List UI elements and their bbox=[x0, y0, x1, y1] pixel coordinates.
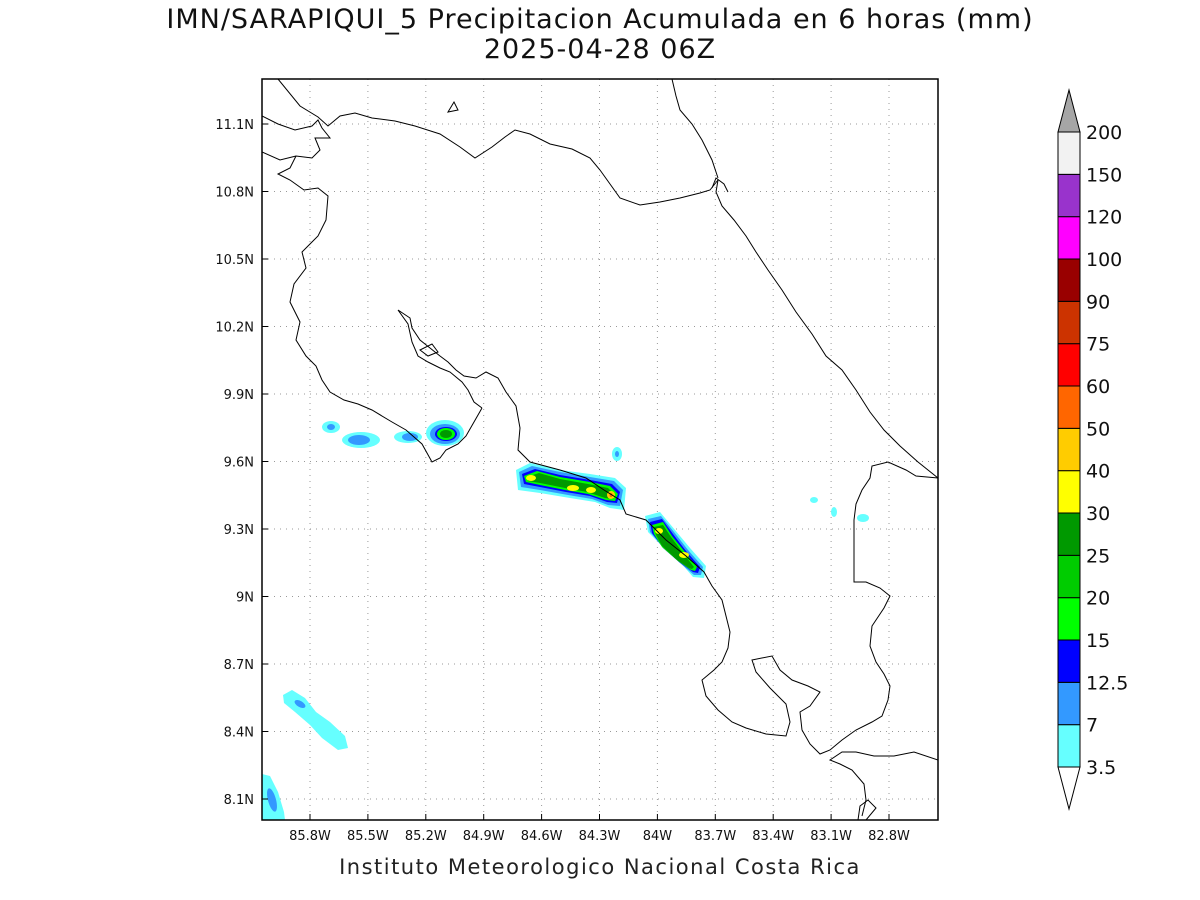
colorbar-top-arrow bbox=[1057, 88, 1081, 133]
lon-tick-label: 83.4W bbox=[752, 829, 794, 844]
colorbar-swatch bbox=[1057, 131, 1081, 175]
rain-cell bbox=[831, 507, 837, 517]
rain-cell bbox=[402, 433, 418, 441]
lat-tick-label: 9.9N bbox=[224, 388, 254, 403]
rain-cell bbox=[810, 497, 818, 503]
rain-cell bbox=[615, 451, 619, 457]
longitude-ticks: 85.8W 85.5W 85.2W 84.9W 84.6W 84.3W 84W 83.7W 83… bbox=[289, 814, 910, 844]
rain-core bbox=[586, 487, 596, 493]
rain-cell bbox=[857, 514, 869, 522]
lon-tick-label: 83.1W bbox=[810, 829, 852, 844]
colorbar-swatch bbox=[1057, 724, 1081, 768]
map-grid bbox=[262, 79, 938, 820]
lat-tick-label: 8.7N bbox=[224, 658, 254, 673]
lat-tick-label: 8.4N bbox=[224, 726, 254, 741]
map-frame bbox=[261, 78, 939, 821]
colorbar: 3.5 7 12.5 15 20 25 30 40 50 60 75 90 100 120 150 200 bbox=[1057, 88, 1128, 811]
map-title: IMN/SARAPIQUI_5 Precipitacion Acumulada … bbox=[166, 4, 1034, 35]
coast-detail bbox=[671, 79, 719, 179]
lat-tick-label: 9.6N bbox=[224, 456, 254, 471]
colorbar-swatch bbox=[1057, 300, 1081, 345]
lon-tick-label: 85.8W bbox=[289, 829, 331, 844]
lon-tick-label: 84.3W bbox=[579, 829, 621, 844]
colorbar-label: 40 bbox=[1086, 461, 1110, 483]
colorbar-swatch bbox=[1057, 427, 1081, 472]
colorbar-swatch bbox=[1057, 512, 1081, 556]
lon-tick-label: 83.7W bbox=[694, 829, 736, 844]
lon-tick-label: 85.2W bbox=[405, 829, 447, 844]
lon-tick-label: 85.5W bbox=[347, 829, 389, 844]
lat-tick-label: 8.1N bbox=[224, 793, 254, 808]
caribbean-coastline bbox=[715, 179, 938, 479]
lat-tick-label: 10.5N bbox=[215, 253, 254, 268]
island bbox=[419, 343, 439, 357]
lat-tick-label: 10.2N bbox=[215, 321, 254, 336]
colorbar-label: 60 bbox=[1086, 376, 1110, 398]
map-date: 2025-04-28 06Z bbox=[483, 34, 717, 65]
south-coast bbox=[857, 799, 877, 820]
colorbar-label: 150 bbox=[1086, 164, 1122, 186]
colorbar-label: 12.5 bbox=[1086, 672, 1128, 694]
colorbar-label: 15 bbox=[1086, 630, 1110, 652]
colorbar-label: 20 bbox=[1086, 588, 1110, 610]
precipitation-areas bbox=[262, 420, 869, 820]
colorbar-label: 30 bbox=[1086, 503, 1110, 525]
rain-core bbox=[655, 528, 663, 534]
west-coastline bbox=[262, 115, 332, 161]
lat-tick-label: 11.1N bbox=[215, 118, 254, 133]
rain-cell bbox=[327, 424, 335, 430]
coast-detail bbox=[711, 177, 729, 193]
footer-credit: Instituto Meteorologico Nacional Costa R… bbox=[339, 855, 861, 879]
colorbar-swatch bbox=[1057, 681, 1081, 726]
gulf-coast bbox=[397, 309, 938, 755]
colorbar-swatch bbox=[1057, 470, 1081, 514]
colorbar-label: 200 bbox=[1086, 122, 1122, 144]
guanacaste-coast bbox=[276, 155, 483, 463]
lat-tick-label: 9.3N bbox=[224, 523, 254, 538]
colorbar-swatch bbox=[1057, 258, 1081, 302]
north-coastline bbox=[277, 79, 719, 206]
colorbar-swatch bbox=[1057, 385, 1081, 429]
lon-tick-label: 84.6W bbox=[521, 829, 563, 844]
rain-cell bbox=[294, 700, 306, 708]
coastlines bbox=[262, 79, 938, 820]
lat-tick-label: 9N bbox=[236, 591, 254, 606]
colorbar-swatch bbox=[1057, 173, 1081, 218]
colorbar-label: 120 bbox=[1086, 207, 1122, 229]
colorbar-label: 100 bbox=[1086, 249, 1122, 271]
colorbar-label: 7 bbox=[1086, 715, 1098, 737]
rain-cell bbox=[283, 690, 348, 750]
lat-tick-label: 10.8N bbox=[215, 186, 254, 201]
panama-border bbox=[828, 751, 938, 817]
rain-core bbox=[526, 475, 536, 481]
colorbar-label: 25 bbox=[1086, 545, 1110, 567]
colorbar-swatch bbox=[1057, 554, 1081, 599]
colorbar-bottom-arrow bbox=[1057, 766, 1081, 811]
rain-cell bbox=[348, 435, 370, 445]
lon-tick-label: 84.9W bbox=[463, 829, 505, 844]
rain-cell bbox=[440, 430, 452, 438]
colorbar-label: 3.5 bbox=[1086, 757, 1116, 779]
colorbar-label: 50 bbox=[1086, 418, 1110, 440]
colorbar-label: 90 bbox=[1086, 291, 1110, 313]
colorbar-swatch bbox=[1057, 597, 1081, 641]
colorbar-swatch bbox=[1057, 639, 1081, 683]
lon-tick-label: 84W bbox=[643, 829, 673, 844]
rain-core bbox=[567, 485, 579, 491]
island bbox=[446, 100, 459, 113]
lon-tick-label: 82.8W bbox=[868, 829, 910, 844]
colorbar-swatch bbox=[1057, 343, 1081, 387]
colorbar-swatch bbox=[1057, 216, 1081, 260]
latitude-ticks: 11.1N 10.8N 10.5N 10.2N 9.9N 9.6N 9.3N 9N 8.7N 8.… bbox=[215, 118, 268, 808]
rain-cell bbox=[267, 788, 277, 812]
colorbar-label: 75 bbox=[1086, 334, 1110, 356]
